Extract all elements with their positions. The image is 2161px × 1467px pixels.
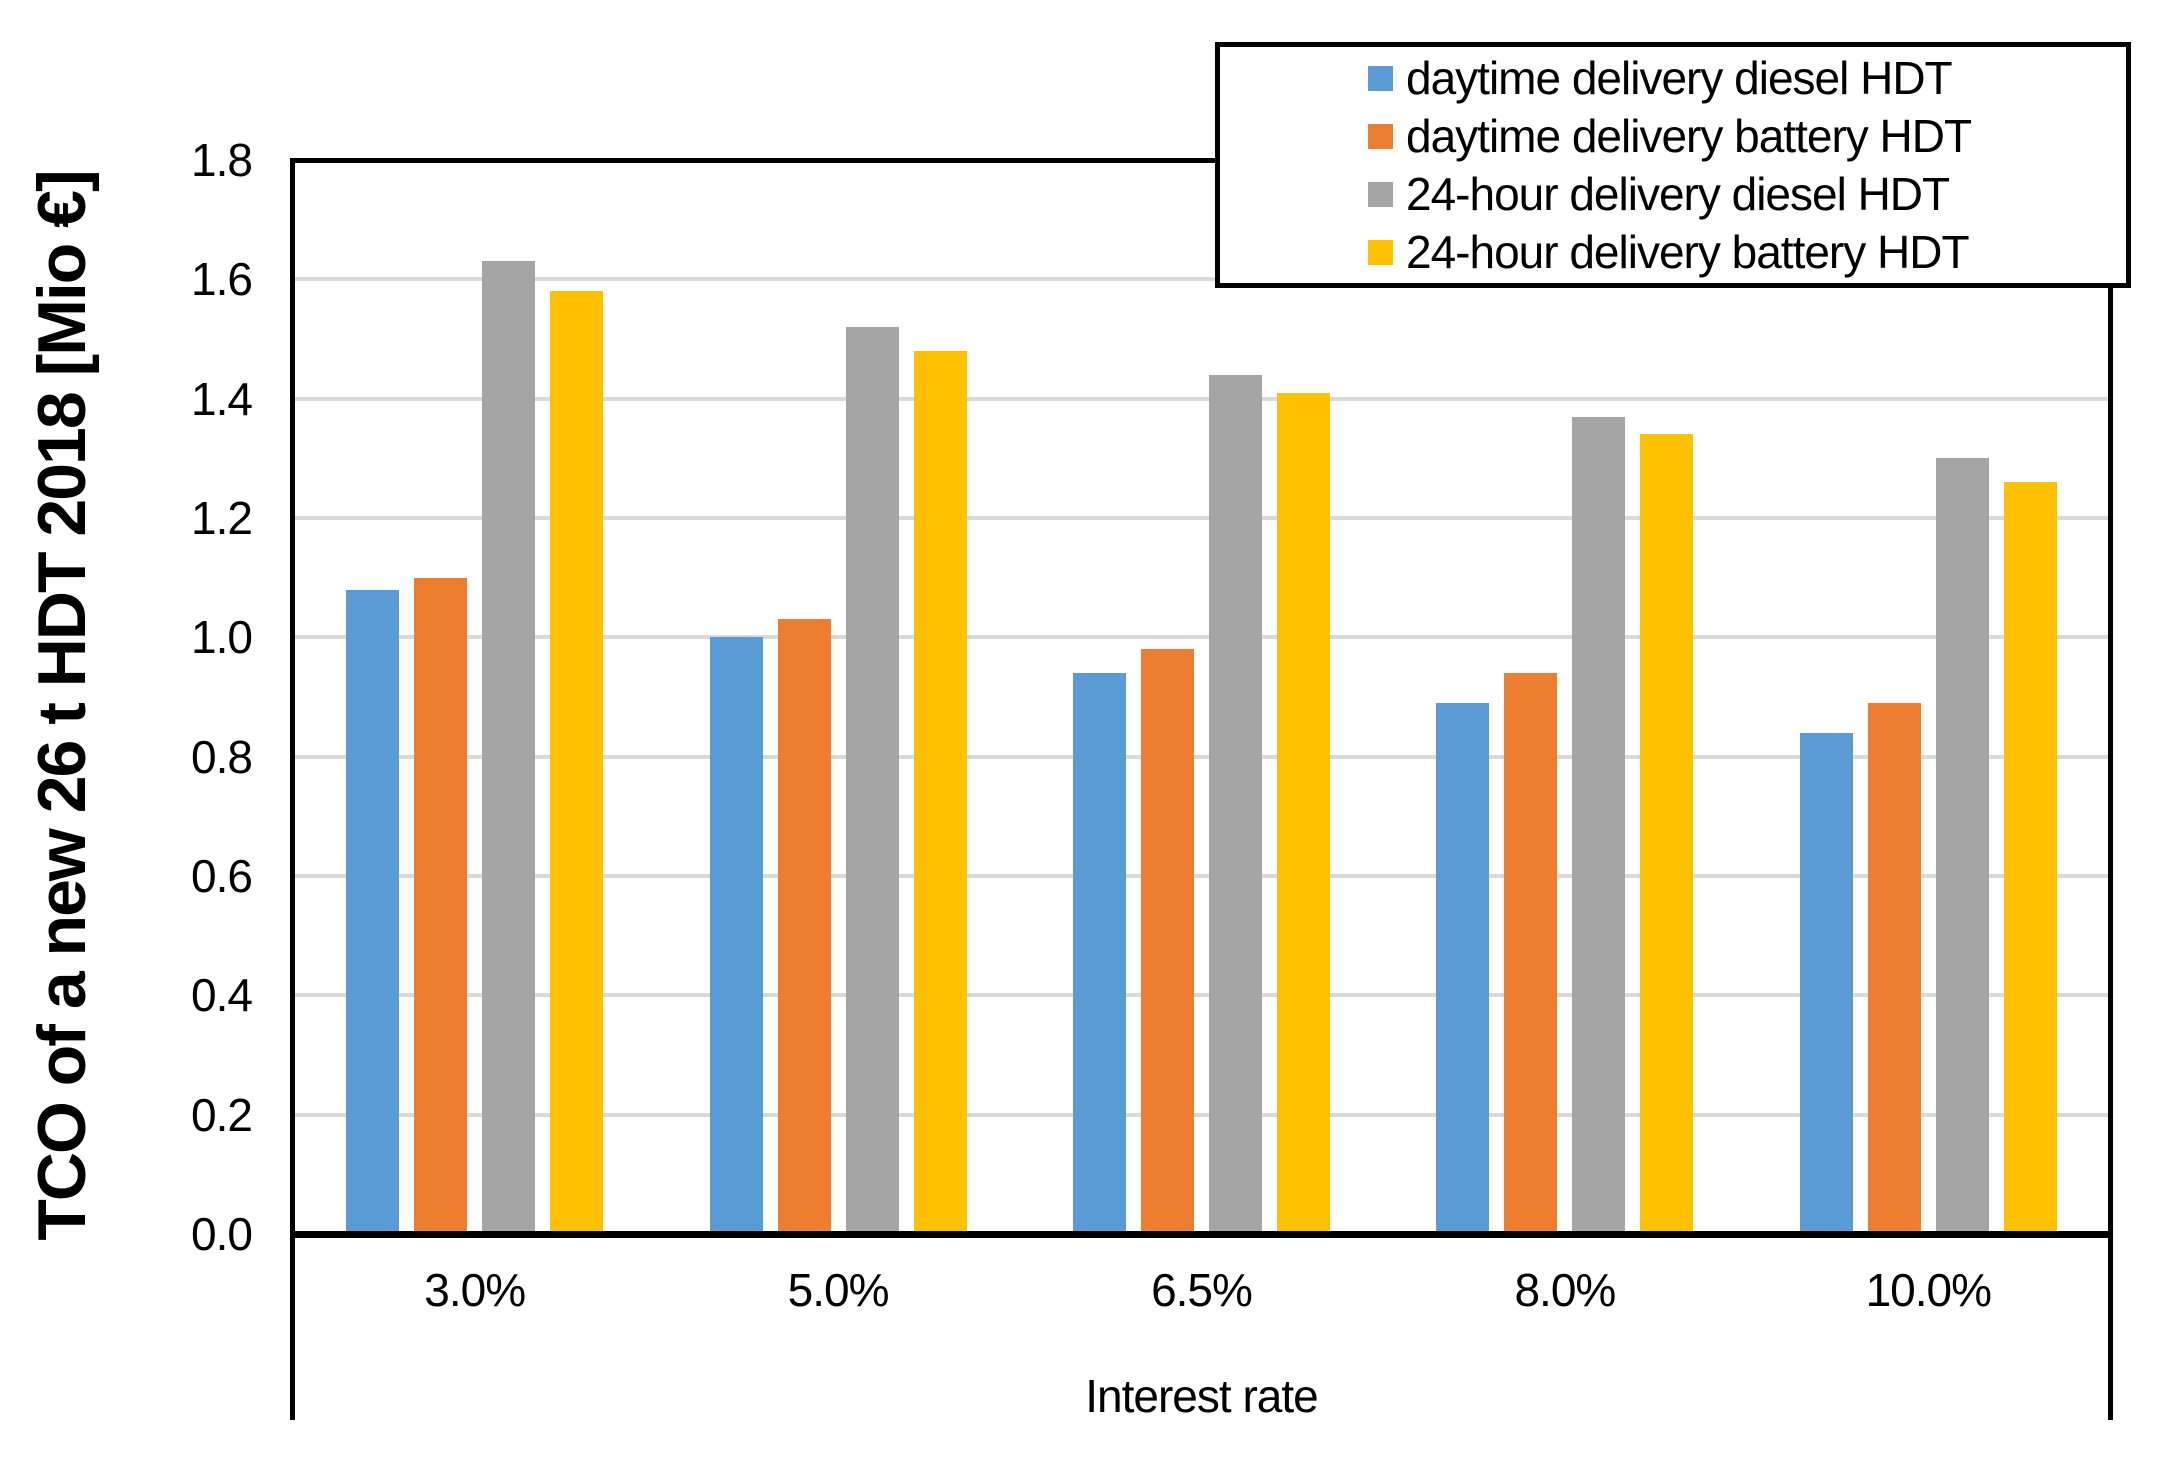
bar-daytime-delivery-diesel-hdt — [1799, 732, 1853, 1234]
bar-daytime-delivery-diesel-hdt — [346, 589, 400, 1234]
legend-item: daytime delivery battery HDT — [1368, 109, 2126, 163]
bar-24-hour-delivery-diesel-hdt — [1209, 374, 1262, 1234]
y-tick-label: 1.6 — [191, 253, 253, 306]
legend: daytime delivery diesel HDT daytime deliv… — [1215, 42, 2131, 288]
y-tick-label: 0.0 — [191, 1208, 253, 1260]
legend-swatch-icon — [1368, 123, 1393, 149]
y-tick-label: 0.4 — [191, 969, 253, 1022]
y-tick-label: 0.8 — [191, 730, 253, 783]
y-tick-label: 1.0 — [191, 611, 253, 664]
plot-border-top — [290, 158, 2113, 163]
bar-24-hour-delivery-battery-hdt — [913, 350, 967, 1234]
gridline — [293, 516, 2110, 520]
y-tick-label: 0.2 — [191, 1088, 253, 1141]
bar-24-hour-delivery-diesel-hdt — [482, 261, 536, 1234]
legend-swatch-icon — [1368, 239, 1393, 265]
x-tick-label: 8.0% — [1514, 1264, 1616, 1316]
y-tick-label: 1.2 — [191, 492, 253, 544]
legend-label: daytime delivery diesel HDT — [1406, 52, 1953, 104]
gridline — [293, 277, 2110, 282]
bar-daytime-delivery-battery-hdt — [1141, 649, 1194, 1234]
legend-item: daytime delivery diesel HDT — [1368, 51, 2126, 105]
bar-24-hour-delivery-diesel-hdt — [1935, 458, 1989, 1234]
y-axis-title: TCO of a new 26 t HDT 2018 [Mio €] — [24, 171, 100, 1241]
gridline — [293, 635, 2110, 640]
bar-24-hour-delivery-battery-hdt — [2003, 482, 2057, 1234]
bar-daytime-delivery-battery-hdt — [1504, 673, 1558, 1234]
y-tick-label: 1.8 — [191, 134, 253, 186]
bar-24-hour-delivery-battery-hdt — [1640, 434, 1694, 1234]
bar-24-hour-delivery-battery-hdt — [1277, 392, 1330, 1234]
x-tick-label: 10.0% — [1865, 1264, 1992, 1316]
x-axis-title: Interest rate — [1085, 1370, 1318, 1422]
legend-label: 24-hour delivery diesel HDT — [1406, 168, 1950, 220]
gridline — [293, 754, 2110, 759]
bar-daytime-delivery-battery-hdt — [414, 577, 468, 1234]
y-tick-label: 0.6 — [191, 850, 253, 902]
gridline — [293, 1112, 2110, 1117]
gridline — [293, 993, 2110, 998]
legend-item: 24-hour delivery diesel HDT — [1368, 167, 2126, 221]
bar-24-hour-delivery-diesel-hdt — [845, 327, 899, 1234]
x-axis-line — [290, 1231, 2113, 1238]
y-tick-label: 1.4 — [191, 372, 253, 425]
gridline — [293, 874, 2110, 878]
legend-swatch-icon — [1368, 181, 1393, 207]
x-tick-label: 6.5% — [1151, 1264, 1253, 1316]
legend-item: 24-hour delivery battery HDT — [1368, 225, 2126, 279]
bar-24-hour-delivery-diesel-hdt — [1572, 416, 1626, 1234]
bar-daytime-delivery-diesel-hdt — [1073, 673, 1126, 1234]
left-spine — [290, 158, 295, 1420]
right-spine — [2108, 158, 2113, 1420]
legend-swatch-icon — [1368, 65, 1393, 91]
x-tick-label: 3.0% — [424, 1264, 526, 1316]
legend-label: daytime delivery battery HDT — [1406, 110, 1972, 162]
bar-daytime-delivery-diesel-hdt — [1436, 702, 1490, 1234]
legend-label: 24-hour delivery battery HDT — [1406, 226, 1970, 278]
bar-daytime-delivery-battery-hdt — [777, 619, 831, 1234]
gridline — [293, 396, 2110, 401]
bar-daytime-delivery-battery-hdt — [1867, 702, 1921, 1234]
bar-24-hour-delivery-battery-hdt — [550, 291, 604, 1234]
x-tick-label: 5.0% — [787, 1264, 890, 1316]
bar-daytime-delivery-diesel-hdt — [709, 637, 763, 1234]
